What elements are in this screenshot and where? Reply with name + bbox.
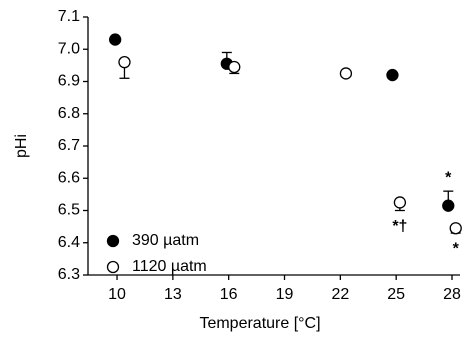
point bbox=[228, 60, 241, 74]
y-tick-label: 7.1 bbox=[58, 8, 80, 25]
y-tick-label: 6.9 bbox=[58, 73, 80, 90]
y-tick-label: 6.6 bbox=[58, 169, 80, 186]
x-tick-label: 25 bbox=[387, 286, 405, 303]
point bbox=[339, 67, 353, 80]
x-tick-label: 16 bbox=[220, 286, 238, 303]
legend-marker bbox=[106, 234, 120, 248]
point bbox=[109, 33, 122, 46]
legend-label: 1120 µatm bbox=[132, 258, 207, 275]
annotation: * bbox=[453, 240, 460, 257]
x-tick-label: 22 bbox=[331, 286, 349, 303]
legend-label: 390 µatm bbox=[132, 232, 199, 249]
y-tick-label: 7.0 bbox=[58, 40, 80, 57]
point bbox=[393, 196, 407, 209]
annotation: * bbox=[445, 169, 452, 186]
legend-marker bbox=[106, 260, 120, 274]
y-tick-label: 6.8 bbox=[58, 105, 80, 122]
x-tick-label: 13 bbox=[164, 286, 182, 303]
y-tick-label: 6.5 bbox=[58, 202, 80, 219]
y-tick-label: 6.3 bbox=[58, 266, 80, 283]
point bbox=[449, 222, 462, 235]
x-axis-label: Temperature [°C] bbox=[199, 315, 320, 332]
y-tick-label: 6.4 bbox=[58, 234, 80, 251]
annotation: *† bbox=[392, 218, 407, 235]
point bbox=[386, 68, 399, 82]
y-axis-label: pHi bbox=[13, 134, 30, 158]
x-tick-label: 10 bbox=[108, 286, 126, 303]
x-tick-label: 28 bbox=[443, 286, 461, 303]
x-tick-label: 19 bbox=[276, 286, 294, 303]
point bbox=[442, 199, 455, 212]
point bbox=[118, 56, 131, 69]
y-tick-label: 6.7 bbox=[58, 137, 80, 154]
